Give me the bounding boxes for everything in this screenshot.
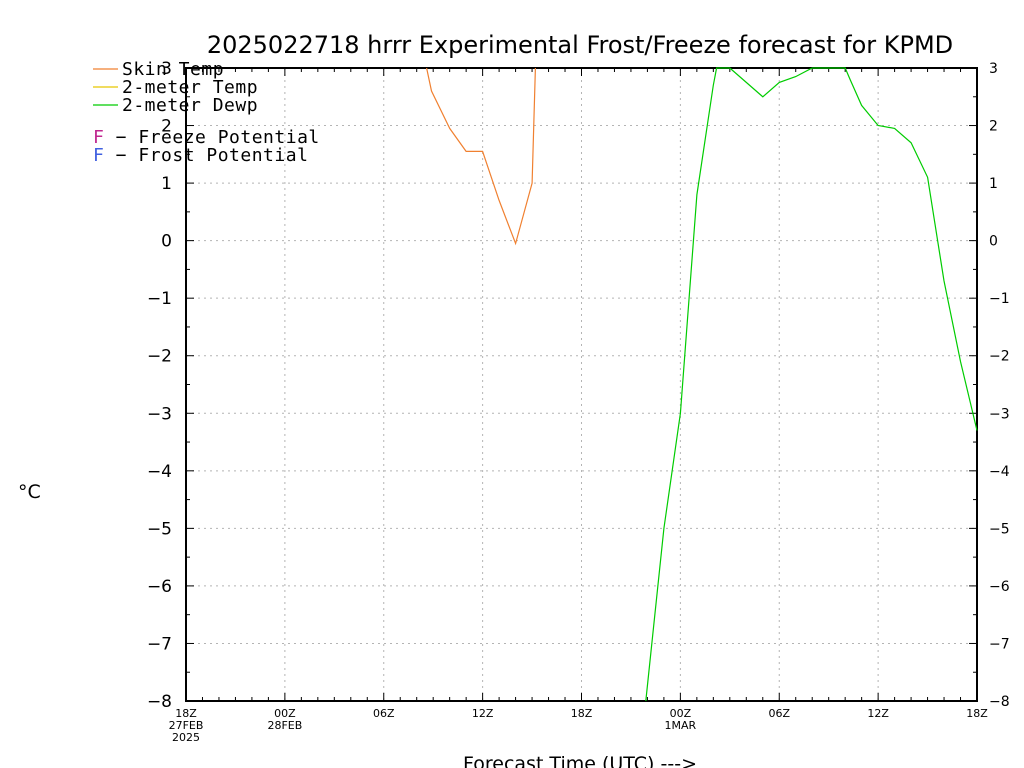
y-tick-label-left: −3 (147, 404, 172, 424)
y-tick-label-right: −1 (989, 291, 1010, 307)
y-tick-label-right: −5 (989, 521, 1010, 537)
y-tick-label-right: 3 (989, 61, 998, 77)
y-tick-label-right: 1 (989, 176, 998, 192)
legend-potential-entry: F − Freeze Potential (93, 127, 320, 148)
x-tick-label: 12Z (472, 707, 494, 720)
legend-label: Skin Temp (122, 59, 224, 80)
y-tick-label-right: −8 (989, 694, 1010, 710)
x-tick-label: 18Z (175, 707, 197, 720)
legend-potential-label: − Frost Potential (104, 145, 308, 166)
x-axis-label: Forecast Time (UTC) ---> (463, 753, 697, 768)
series-line-skin-temp (426, 67, 536, 246)
y-tick-label-left: −6 (147, 577, 172, 597)
y-tick-label-left: −2 (147, 347, 172, 367)
x-tick-label: 12Z (867, 707, 889, 720)
x-tick-label: 06Z (768, 707, 790, 720)
series-layer (426, 67, 978, 702)
x-tick-label: 06Z (373, 707, 395, 720)
chart-title: 2025022718 hrrr Experimental Frost/Freez… (207, 31, 953, 59)
y-tick-label-left: 1 (161, 174, 172, 194)
y-tick-label-left: −5 (147, 519, 172, 539)
x-tick-label: 2025 (172, 731, 200, 744)
y-tick-label-right: 2 (989, 119, 998, 135)
y-tick-label-right: −6 (989, 579, 1010, 595)
ticks-layer: 3 3 2 2 1 1 0 0 −1 −1 −2 −2 −3 −3 −4 −4 −5 −5 −6 −6 −7 −7 −8 −8… (147, 59, 1010, 744)
y-tick-label-right: −7 (989, 636, 1010, 652)
y-tick-label-left: 0 (161, 232, 172, 252)
y-tick-label-right: −4 (989, 464, 1010, 480)
x-tick-label: 18Z (571, 707, 593, 720)
x-tick-label: 28FEB (267, 719, 302, 732)
legend-potential-label: − Freeze Potential (104, 127, 319, 148)
legend-label: 2-meter Temp (122, 77, 258, 98)
legend-label: 2-meter Dewp (122, 95, 258, 116)
y-tick-label-right: −3 (989, 406, 1010, 422)
y-tick-label-right: 0 (989, 234, 998, 250)
y-tick-label-right: −2 (989, 349, 1010, 365)
y-tick-label-left: 3 (161, 59, 172, 79)
y-tick-label-left: −8 (147, 692, 172, 712)
y-tick-label-left: −7 (147, 634, 172, 654)
legend-potential-glyph: F (93, 127, 104, 148)
legend-potential-entry: F − Frost Potential (93, 145, 308, 166)
y-tick-label-left: −1 (147, 289, 172, 309)
x-tick-label: 00Z (274, 707, 296, 720)
x-tick-label: 27FEB (169, 719, 204, 732)
series-line-2-meter-dewp (645, 67, 978, 702)
x-tick-label: 1MAR (665, 719, 697, 732)
x-tick-label: 00Z (670, 707, 692, 720)
y-tick-label-left: 2 (161, 117, 172, 137)
x-tick-label: 18Z (966, 707, 988, 720)
y-axis-label: °C (18, 481, 41, 503)
legend-potential-glyph: F (93, 145, 104, 166)
y-tick-label-left: −4 (147, 462, 172, 482)
